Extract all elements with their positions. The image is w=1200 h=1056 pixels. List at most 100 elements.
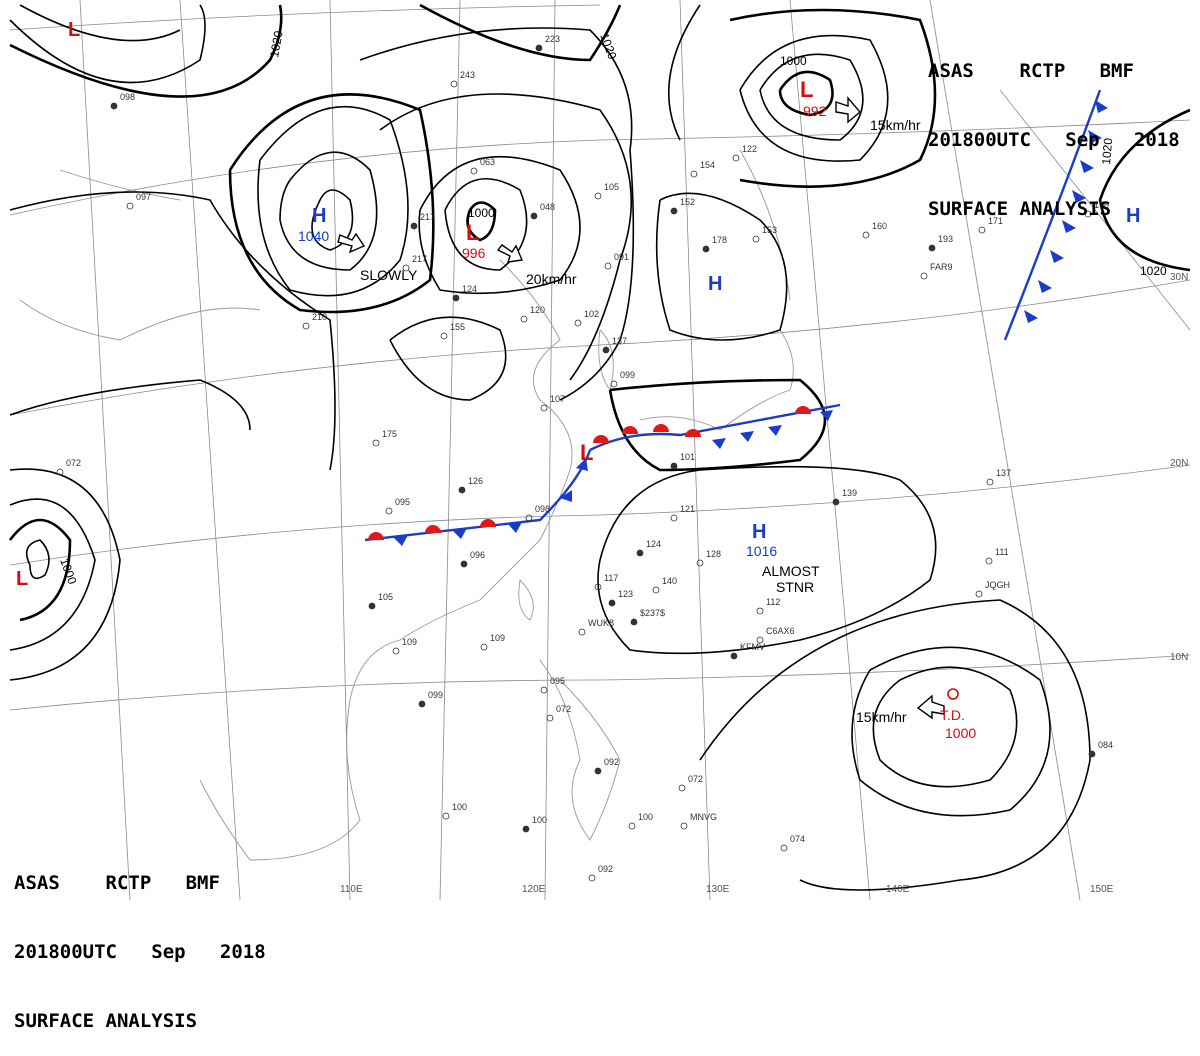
station-marker-icon [574, 319, 582, 327]
station-marker-icon [594, 583, 602, 591]
front-tri [1072, 190, 1086, 203]
station-value: 178 [712, 235, 727, 245]
station-value: 160 [872, 221, 887, 231]
station-marker-icon [540, 404, 548, 412]
high-pressure-symbol: H [1126, 205, 1140, 227]
station-marker-icon [56, 468, 64, 476]
front-bump [622, 426, 638, 434]
isobar [9, 4, 206, 84]
axis-labels: 110E 120E 130E 140E 150E 30N 20N 10N [340, 272, 1188, 895]
isobar-td [851, 646, 1051, 817]
station-marker-icon [392, 647, 400, 655]
front-bump [480, 519, 496, 527]
isobar-1020-nw [9, 4, 283, 98]
front-tri [740, 431, 754, 442]
low-pressure-symbol: L [68, 19, 80, 41]
cold-front-east-triangles [1024, 100, 1108, 323]
isobars [8, 3, 1191, 891]
station-marker-icon [756, 636, 764, 644]
isobar-label: 1020 [1140, 264, 1167, 278]
station-marker-icon [690, 170, 698, 178]
station-value: 099 [428, 690, 443, 700]
pressure-value: 992 [803, 103, 827, 119]
station-marker-icon [540, 686, 548, 694]
isobar-label: 1020 [267, 29, 285, 58]
isobar-low-wide [379, 93, 633, 381]
isobar-front-loop [608, 378, 827, 472]
motion-arrows [337, 96, 945, 720]
coast-japan [639, 329, 794, 431]
low-pressure-symbol: L [16, 568, 28, 590]
lon-label: 120E [522, 884, 546, 895]
low-pressure-symbol: L [466, 220, 479, 245]
station-marker-icon [628, 822, 636, 830]
station-marker-icon [678, 784, 686, 792]
isobar-low [444, 177, 528, 271]
front-tri [576, 458, 588, 471]
station-value: 243 [460, 70, 475, 80]
coast-border-north [59, 169, 181, 201]
front-bump [425, 525, 441, 533]
lon-label: 150E [1090, 884, 1114, 895]
station-marker-icon [985, 557, 993, 565]
station-value: 098 [535, 504, 550, 514]
station-marker-icon [525, 514, 533, 522]
front-tri [1050, 250, 1064, 263]
isobar-mid-south [389, 316, 507, 401]
station-value: 100 [532, 815, 547, 825]
parallel-50n [9, 4, 601, 31]
isobar-td-outer [699, 599, 1091, 891]
station-value: 128 [706, 549, 721, 559]
station-marker-icon [588, 874, 596, 882]
station-value: 072 [688, 774, 703, 784]
motion-label: 15km/hr [870, 117, 921, 133]
isobar-ne-low-outer [739, 34, 889, 162]
station-value: 107 [550, 394, 565, 404]
station-value: 153 [762, 225, 777, 235]
isobar-label: 1000 [468, 206, 495, 220]
station-value: 084 [1098, 740, 1113, 750]
arrow-ne-low-motion [835, 96, 861, 124]
td-motion: 15km/hr [856, 709, 907, 725]
front-bump [685, 429, 701, 437]
station-marker-icon [732, 154, 740, 162]
station-marker-icon [1084, 210, 1092, 218]
station-marker-icon [702, 245, 710, 253]
low-pressure-symbol: L [800, 77, 813, 102]
header-top: ASAS RCTP BMF 201800UTC Sep 2018 SURFACE… [928, 14, 1180, 244]
station-marker-icon [530, 212, 538, 220]
station-value: 072 [66, 458, 81, 468]
station-marker-icon [752, 235, 760, 243]
station-marker-icon [546, 714, 554, 722]
station-value: 111 [995, 547, 1009, 557]
isobar-high-1020 [228, 93, 435, 314]
station-marker-icon [470, 167, 478, 175]
isobar-stnr-high [597, 465, 937, 655]
header-time: 201800UTC Sep 2018 [928, 129, 1180, 151]
isobar-sw-low-outer [9, 498, 96, 651]
station-marker-icon [920, 272, 928, 280]
lat-label: 10N [1170, 652, 1188, 663]
station-value: 098 [120, 92, 135, 102]
station-marker-icon [418, 700, 426, 708]
tropical-depression: T.D. 1000 15km/hr [856, 688, 976, 741]
station-value: 217 [420, 212, 435, 222]
station-marker-icon [862, 231, 870, 239]
isobar-low-outer [418, 155, 581, 295]
station-value: 099 [620, 370, 635, 380]
station-marker-icon [372, 439, 380, 447]
td-value: 1000 [945, 725, 976, 741]
station-marker-icon [832, 498, 840, 506]
front-tri [508, 522, 522, 533]
motion-label: 20km/hr [526, 271, 577, 287]
station-value: 137 [612, 336, 627, 346]
station-value: FAR9 [930, 262, 953, 272]
station-value: 109 [402, 637, 417, 647]
station-value: 123 [618, 589, 633, 599]
lon-label: 140E [886, 884, 910, 895]
station-marker-icon [756, 607, 764, 615]
lat-label: 20N [1170, 458, 1188, 469]
coast-inland-border [19, 299, 261, 341]
station-value: 101 [680, 452, 695, 462]
station-value: 117 [604, 573, 618, 583]
